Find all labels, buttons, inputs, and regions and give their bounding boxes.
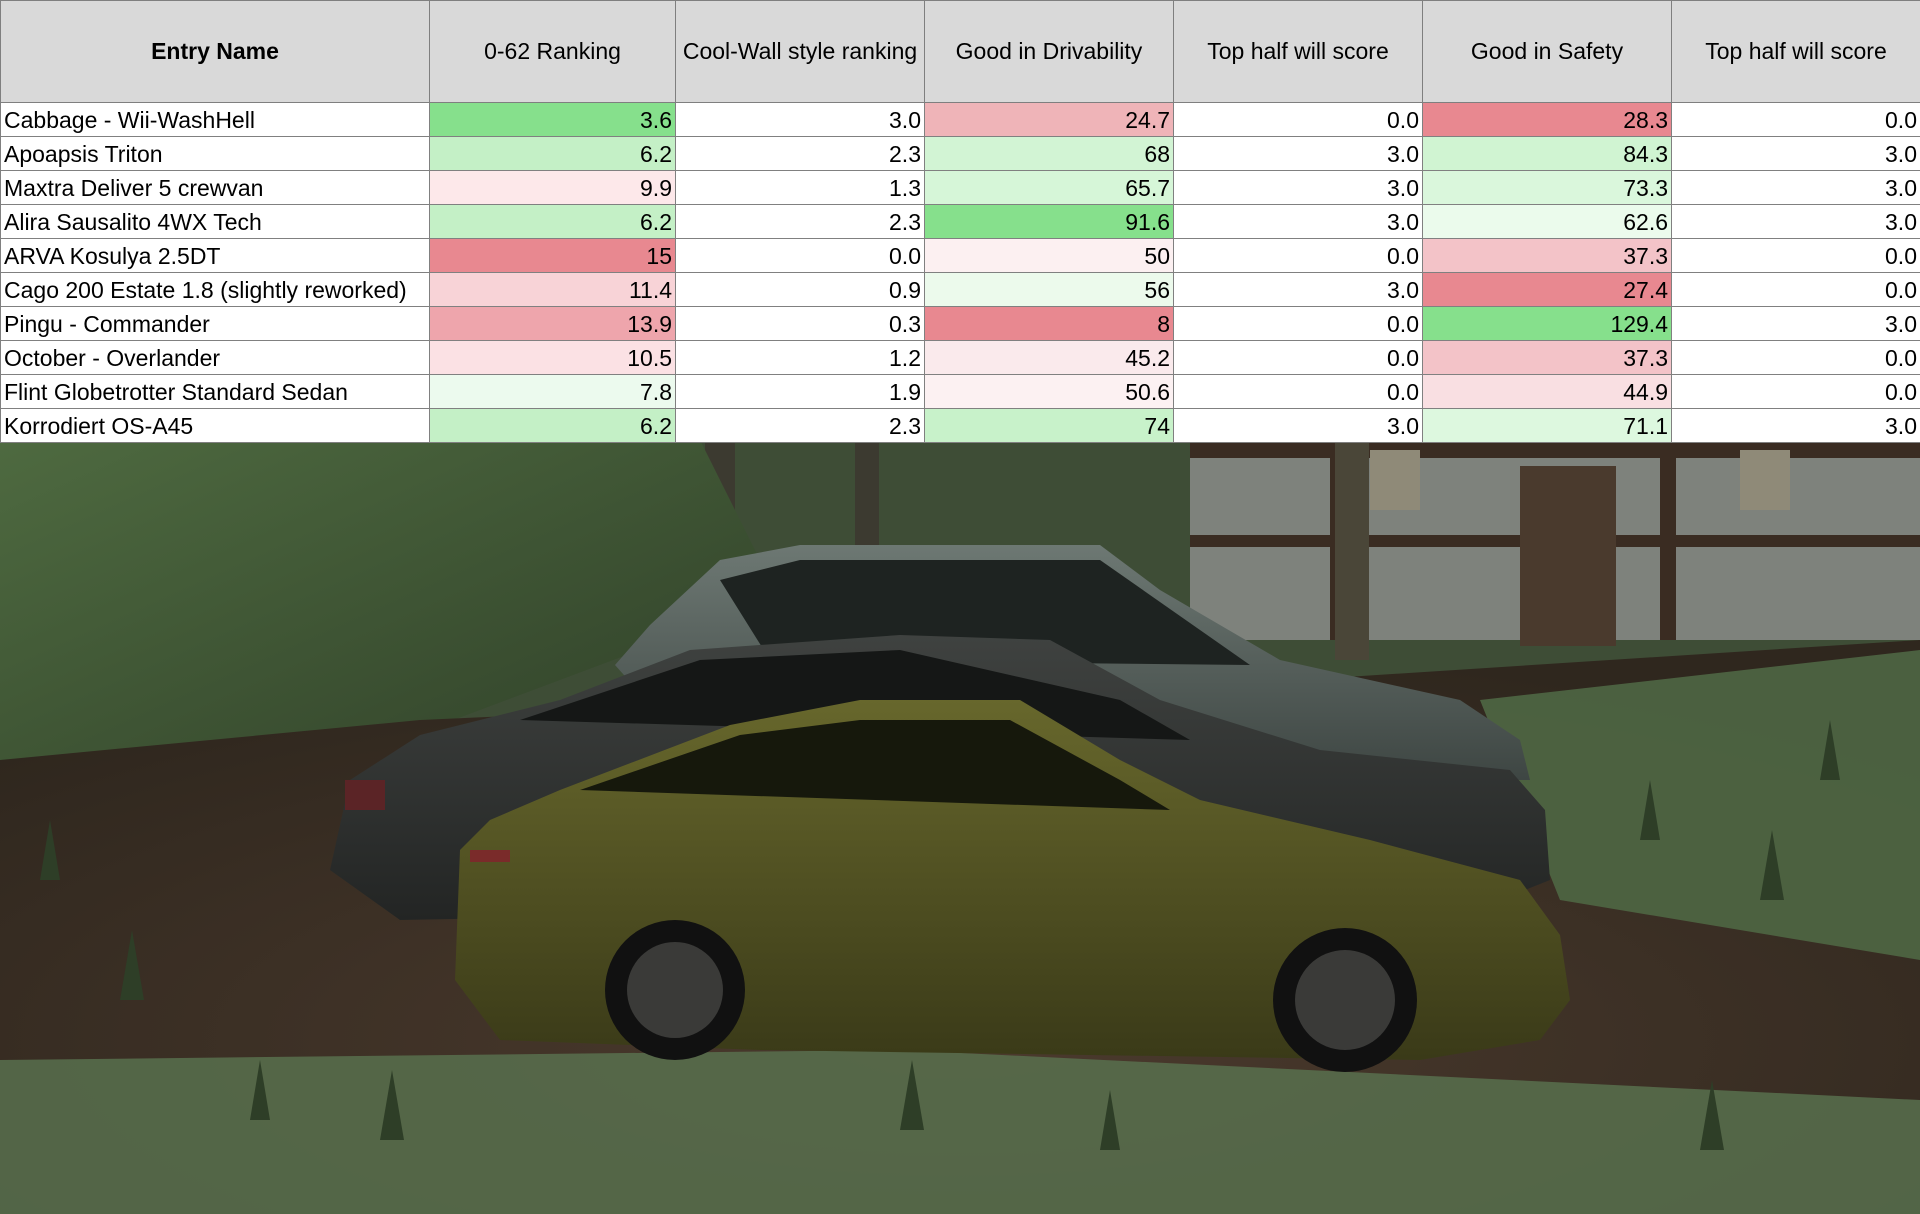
cool-wall-cell[interactable]: 3.0 — [675, 102, 925, 137]
cool-wall-cell[interactable]: 1.2 — [675, 340, 925, 375]
drivability-cell[interactable]: 68 — [924, 136, 1174, 171]
0-62-ranking-cell[interactable]: 6.2 — [429, 136, 676, 171]
0-62-ranking-cell[interactable]: 9.9 — [429, 170, 676, 205]
timber-house-icon — [1190, 440, 1920, 646]
cool-wall-cell[interactable]: 1.9 — [675, 374, 925, 409]
cool-wall-cell[interactable]: 0.0 — [675, 238, 925, 273]
drivability-cell[interactable]: 50 — [924, 238, 1174, 273]
safety-cell[interactable]: 129.4 — [1422, 306, 1672, 341]
table-row: Pingu - Commander 13.9 0.3 8 0.0 129.4 3.0 — [0, 306, 1920, 341]
green-car-icon — [455, 700, 1570, 1072]
top-half-safety-cell[interactable]: 0.0 — [1671, 340, 1920, 375]
entry-name-cell[interactable]: Cago 200 Estate 1.8 (slightly reworked) — [0, 272, 430, 307]
cool-wall-cell[interactable]: 2.3 — [675, 136, 925, 171]
header-cool-wall-ranking[interactable]: Cool-Wall style ranking — [675, 0, 925, 103]
entry-name-cell[interactable]: Alira Sausalito 4WX Tech — [0, 204, 430, 239]
safety-cell[interactable]: 28.3 — [1422, 102, 1672, 137]
0-62-ranking-cell[interactable]: 6.2 — [429, 204, 676, 239]
top-half-drivability-cell[interactable]: 0.0 — [1173, 340, 1423, 375]
safety-cell[interactable]: 73.3 — [1422, 170, 1672, 205]
cool-wall-cell[interactable]: 0.3 — [675, 306, 925, 341]
top-half-drivability-cell[interactable]: 0.0 — [1173, 306, 1423, 341]
header-row: Entry Name 0-62 Ranking Cool-Wall style … — [0, 0, 1920, 103]
drivability-cell[interactable]: 91.6 — [924, 204, 1174, 239]
entry-name-cell[interactable]: Apoapsis Triton — [0, 136, 430, 171]
cool-wall-cell[interactable]: 0.9 — [675, 272, 925, 307]
drivability-cell[interactable]: 45.2 — [924, 340, 1174, 375]
cool-wall-cell[interactable]: 1.3 — [675, 170, 925, 205]
top-half-safety-cell[interactable]: 0.0 — [1671, 272, 1920, 307]
table-row: Maxtra Deliver 5 crewvan 9.9 1.3 65.7 3.0 73.… — [0, 170, 1920, 205]
safety-cell[interactable]: 84.3 — [1422, 136, 1672, 171]
ranking-table: Entry Name 0-62 Ranking Cool-Wall style … — [0, 0, 1920, 443]
entry-name-cell[interactable]: Korrodiert OS-A45 — [0, 408, 430, 443]
header-0-62-ranking[interactable]: 0-62 Ranking — [429, 0, 676, 103]
0-62-ranking-cell[interactable]: 3.6 — [429, 102, 676, 137]
header-good-in-drivability[interactable]: Good in Drivability — [924, 0, 1174, 103]
cool-wall-cell[interactable]: 2.3 — [675, 408, 925, 443]
0-62-ranking-cell[interactable]: 11.4 — [429, 272, 676, 307]
top-half-safety-cell[interactable]: 0.0 — [1671, 374, 1920, 409]
entry-name-cell[interactable]: Cabbage - Wii-WashHell — [0, 102, 430, 137]
top-half-safety-cell[interactable]: 3.0 — [1671, 170, 1920, 205]
top-half-drivability-cell[interactable]: 3.0 — [1173, 204, 1423, 239]
top-half-safety-cell[interactable]: 0.0 — [1671, 238, 1920, 273]
table-row: Apoapsis Triton 6.2 2.3 68 3.0 84.3 3.0 — [0, 136, 1920, 171]
drivability-cell[interactable]: 8 — [924, 306, 1174, 341]
drivability-cell[interactable]: 65.7 — [924, 170, 1174, 205]
0-62-ranking-cell[interactable]: 10.5 — [429, 340, 676, 375]
top-half-safety-cell[interactable]: 3.0 — [1671, 408, 1920, 443]
0-62-ranking-cell[interactable]: 15 — [429, 238, 676, 273]
top-half-drivability-cell[interactable]: 3.0 — [1173, 170, 1423, 205]
top-half-safety-cell[interactable]: 3.0 — [1671, 204, 1920, 239]
drivability-cell[interactable]: 56 — [924, 272, 1174, 307]
entry-name-cell[interactable]: Pingu - Commander — [0, 306, 430, 341]
header-good-in-safety[interactable]: Good in Safety — [1422, 0, 1672, 103]
table-row: Korrodiert OS-A45 6.2 2.3 74 3.0 71.1 3.0 — [0, 408, 1920, 443]
drivability-cell[interactable]: 50.6 — [924, 374, 1174, 409]
drivability-cell[interactable]: 74 — [924, 408, 1174, 443]
top-half-drivability-cell[interactable]: 0.0 — [1173, 102, 1423, 137]
safety-cell[interactable]: 37.3 — [1422, 238, 1672, 273]
header-top-half-safety[interactable]: Top half will score — [1671, 0, 1920, 103]
table-row: Flint Globetrotter Standard Sedan 7.8 1.9 5… — [0, 374, 1920, 409]
top-half-drivability-cell[interactable]: 3.0 — [1173, 272, 1423, 307]
drivability-cell[interactable]: 24.7 — [924, 102, 1174, 137]
entry-name-cell[interactable]: October - Overlander — [0, 340, 430, 375]
safety-cell[interactable]: 62.6 — [1422, 204, 1672, 239]
safety-cell[interactable]: 37.3 — [1422, 340, 1672, 375]
top-half-safety-cell[interactable]: 3.0 — [1671, 306, 1920, 341]
safety-cell[interactable]: 27.4 — [1422, 272, 1672, 307]
header-top-half-drivability[interactable]: Top half will score — [1173, 0, 1423, 103]
table-row: Alira Sausalito 4WX Tech 6.2 2.3 91.6 3.0 62.… — [0, 204, 1920, 239]
table-row: Cago 200 Estate 1.8 (slightly reworked) 1… — [0, 272, 1920, 307]
top-half-drivability-cell[interactable]: 0.0 — [1173, 374, 1423, 409]
0-62-ranking-cell[interactable]: 7.8 — [429, 374, 676, 409]
entry-name-cell[interactable]: Maxtra Deliver 5 crewvan — [0, 170, 430, 205]
table-row: Cabbage - Wii-WashHell 3.6 3.0 24.7 0.0 28.3 0… — [0, 102, 1920, 137]
top-half-drivability-cell[interactable]: 3.0 — [1173, 136, 1423, 171]
safety-cell[interactable]: 71.1 — [1422, 408, 1672, 443]
top-half-drivability-cell[interactable]: 0.0 — [1173, 238, 1423, 273]
top-half-drivability-cell[interactable]: 3.0 — [1173, 408, 1423, 443]
top-half-safety-cell[interactable]: 3.0 — [1671, 136, 1920, 171]
0-62-ranking-cell[interactable]: 6.2 — [429, 408, 676, 443]
header-entry-name[interactable]: Entry Name — [0, 0, 430, 103]
cool-wall-cell[interactable]: 2.3 — [675, 204, 925, 239]
0-62-ranking-cell[interactable]: 13.9 — [429, 306, 676, 341]
entry-name-cell[interactable]: ARVA Kosulya 2.5DT — [0, 238, 430, 273]
entry-name-cell[interactable]: Flint Globetrotter Standard Sedan — [0, 374, 430, 409]
table-row: ARVA Kosulya 2.5DT 15 0.0 50 0.0 37.3 0.0 — [0, 238, 1920, 273]
table-row: October - Overlander 10.5 1.2 45.2 0.0 37.3 0.… — [0, 340, 1920, 375]
top-half-safety-cell[interactable]: 0.0 — [1671, 102, 1920, 137]
safety-cell[interactable]: 44.9 — [1422, 374, 1672, 409]
